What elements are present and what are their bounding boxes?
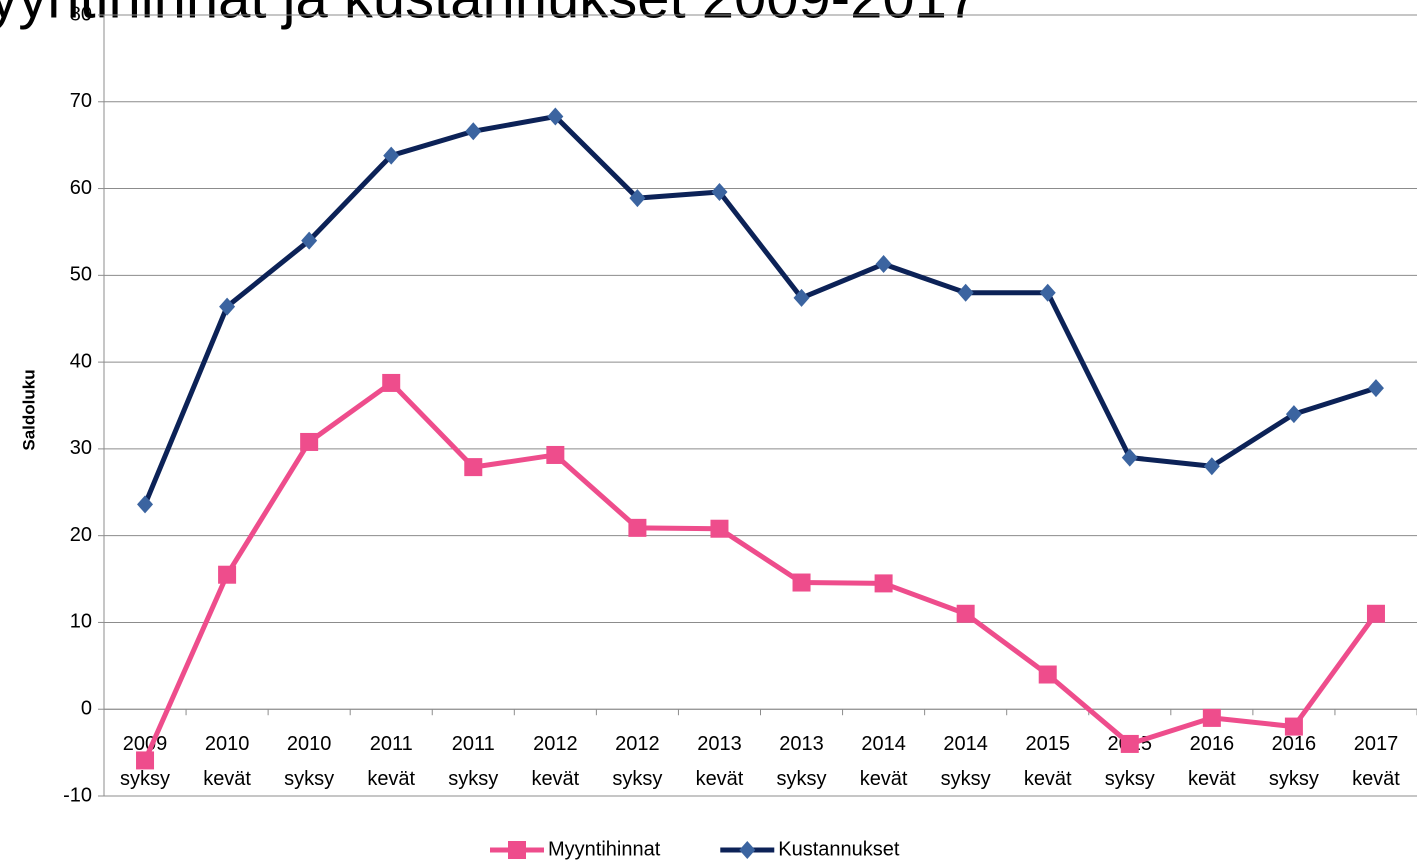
x-tick-label: 2010 syksy	[284, 734, 334, 791]
x-tick-label: 2016 kevät	[1188, 734, 1236, 791]
marker	[1285, 405, 1302, 424]
series-line	[142, 380, 1378, 762]
y-tick-label: 70	[70, 90, 92, 112]
x-tick-label-line: syksy	[1269, 769, 1319, 791]
marker	[1038, 665, 1057, 684]
y-tick-label: 0	[81, 698, 92, 720]
x-tick-label-line: kevät	[860, 769, 908, 791]
y-tick-label: 10	[70, 611, 92, 633]
x-tick-label-line: kevät	[1024, 769, 1072, 791]
marker	[464, 458, 483, 477]
marker	[956, 604, 975, 623]
marker	[711, 183, 728, 202]
x-tick-label-line: 2014	[943, 734, 988, 756]
x-tick-label: 2016 syksy	[1269, 734, 1319, 791]
marker	[1203, 457, 1220, 476]
marker	[547, 107, 564, 126]
y-tick-label: 40	[70, 350, 92, 372]
x-tick-label: 2017 kevät	[1352, 734, 1400, 791]
x-tick-label: 2011 syksy	[448, 734, 498, 791]
marker	[792, 573, 811, 592]
marker	[710, 519, 729, 538]
x-tick-label-line: 2013	[779, 734, 824, 756]
x-tick-label-line: kevät	[1188, 769, 1236, 791]
y-tick-label: 20	[70, 524, 92, 546]
x-tick-label: 2014 syksy	[941, 734, 991, 791]
x-tick-label: 2013 kevät	[696, 734, 744, 791]
marker	[1367, 379, 1384, 398]
marker	[874, 574, 893, 593]
y-tick-label: 50	[70, 264, 92, 286]
marker	[382, 373, 401, 392]
y-tick-label: 30	[70, 437, 92, 459]
marker	[1121, 448, 1138, 467]
marker	[219, 297, 236, 316]
x-tick-label: 2015 kevät	[1024, 734, 1072, 791]
x-tick-label-line: syksy	[448, 769, 498, 791]
x-tick-label: 2014 kevät	[860, 734, 908, 791]
x-tick-label-line: 2016	[1190, 734, 1235, 756]
legend-marker	[739, 841, 756, 859]
marker	[465, 122, 482, 141]
x-tick-label-line: kevät	[696, 769, 744, 791]
x-tick-label-line: syksy	[120, 769, 170, 791]
x-tick-label: 2013 syksy	[777, 734, 827, 791]
marker	[957, 283, 974, 302]
x-tick-label-line: kevät	[531, 769, 579, 791]
x-tick-label-line: 2011	[452, 734, 495, 756]
marker	[875, 255, 892, 274]
x-tick-label-line: 2013	[697, 734, 742, 756]
marker	[1039, 283, 1056, 302]
marker	[628, 518, 647, 537]
series-line	[142, 114, 1377, 506]
y-tick-label: 80	[70, 3, 92, 25]
marker	[136, 751, 155, 770]
marker	[1120, 734, 1139, 753]
legend-label: Myyntihinnat	[548, 838, 661, 860]
x-tick-label-line: syksy	[777, 769, 827, 791]
x-tick-label-line: 2014	[861, 734, 906, 756]
marker	[1284, 717, 1303, 736]
x-tick-label-line: 2016	[1272, 734, 1317, 756]
legend-label: Kustannukset	[778, 838, 900, 860]
legend-marker	[508, 841, 526, 859]
x-tick-label-line: 2010	[287, 734, 332, 756]
x-tick-label-line: syksy	[1105, 769, 1155, 791]
x-tick-label: 2012 kevät	[531, 734, 579, 791]
y-axis-label: Saldoluku	[19, 369, 38, 450]
marker	[1202, 708, 1221, 727]
x-tick-label-line: 2017	[1354, 734, 1399, 756]
x-tick-label-line: syksy	[284, 769, 334, 791]
marker	[137, 495, 154, 514]
x-tick-label-line: syksy	[941, 769, 991, 791]
x-tick-label-line: 2015	[1025, 734, 1070, 756]
marker	[1366, 604, 1385, 623]
y-tick-label: 60	[70, 177, 92, 199]
marker	[629, 189, 646, 208]
x-tick-label: 2011 kevät	[367, 734, 415, 791]
marker	[383, 146, 400, 165]
x-tick-label-line: 2012	[615, 734, 660, 756]
x-tick-label-line: 2010	[205, 734, 250, 756]
marker	[546, 445, 565, 464]
x-tick-label-line: 2012	[533, 734, 578, 756]
x-tick-label-line: syksy	[612, 769, 662, 791]
marker	[300, 432, 319, 451]
marker	[301, 231, 318, 250]
x-tick-label-line: kevät	[1352, 769, 1400, 791]
x-tick-label: 2012 syksy	[612, 734, 662, 791]
x-tick-label-line: kevät	[367, 769, 415, 791]
marker	[793, 288, 810, 307]
y-tick-label: -10	[63, 784, 92, 806]
marker	[218, 565, 237, 584]
x-tick-label: 2010 kevät	[203, 734, 251, 791]
x-tick-label-line: kevät	[203, 769, 251, 791]
x-tick-label-line: 2011	[370, 734, 413, 756]
